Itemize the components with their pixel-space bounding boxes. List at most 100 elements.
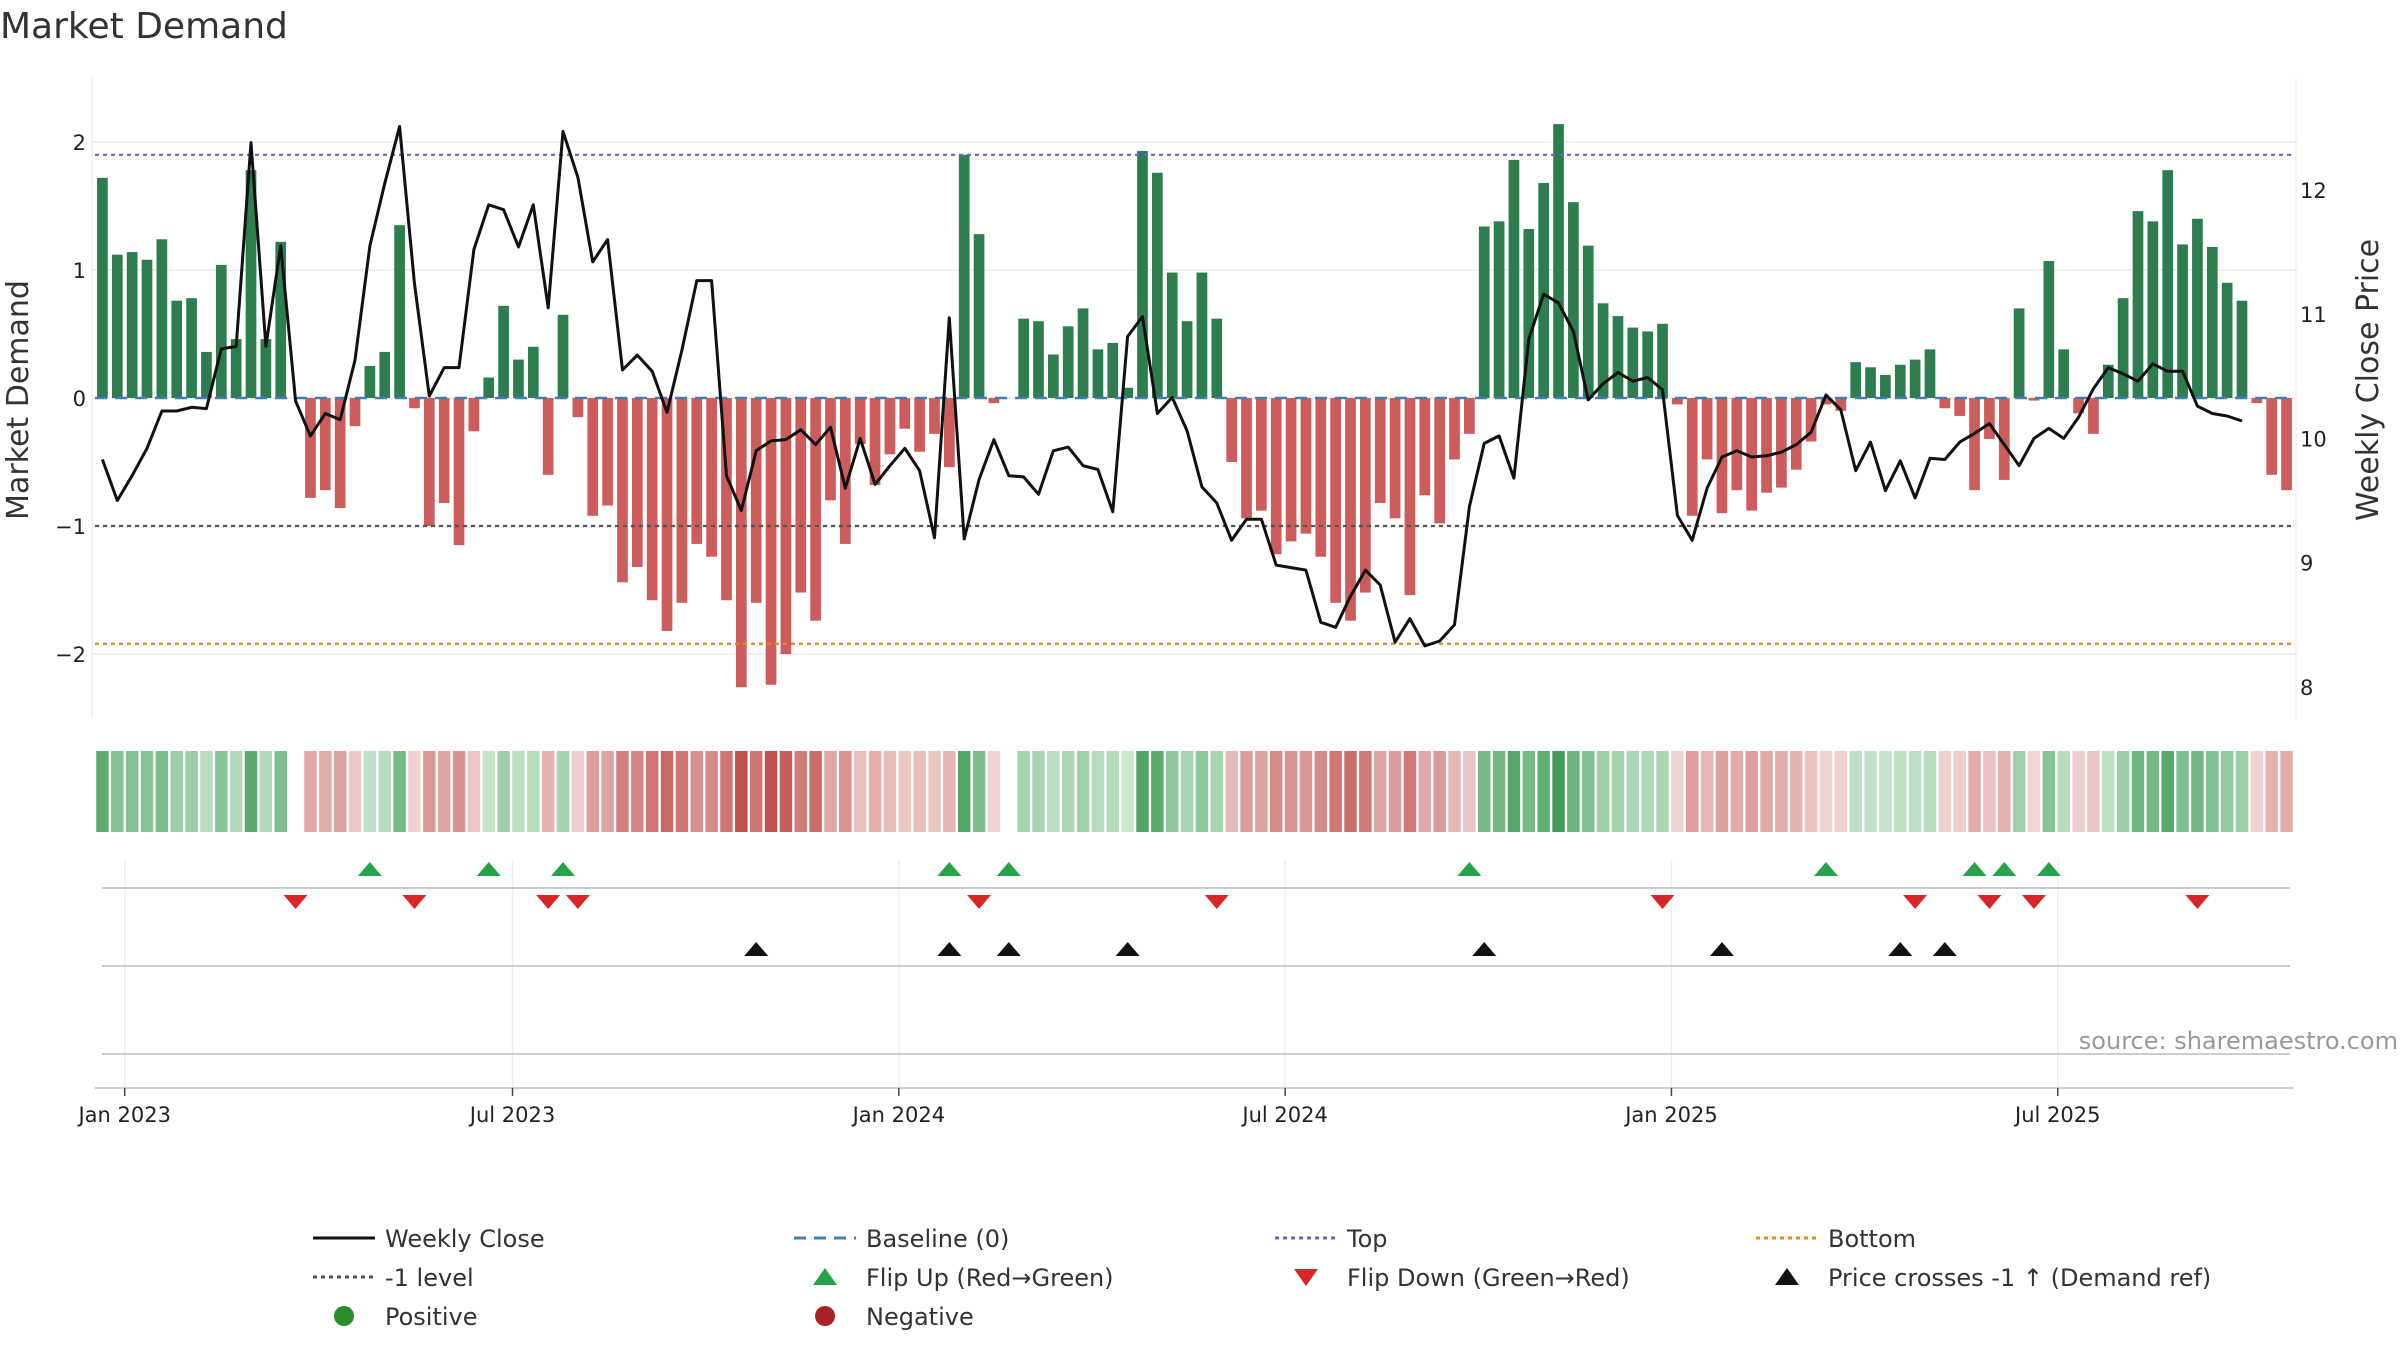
demand-bar [1211,318,1223,398]
demand-bar [2206,246,2218,398]
demand-bar [527,346,539,398]
price-cross-marker [996,942,1021,956]
strip-cell [2220,751,2234,832]
flip-down-marker [1204,895,1229,909]
legend-label: Baseline (0) [866,1225,1009,1253]
demand-bar [201,351,212,398]
x-tick-label: Jul 2024 [1240,1103,1327,1127]
strip-cell [2116,751,2130,832]
strip-cell [1032,751,1045,832]
source-note: source: sharemaestro.com [2079,1027,2398,1055]
demand-bar [1612,316,1624,398]
demand-bar [1701,398,1713,460]
strip-cell [140,751,154,832]
demand-bars [97,124,2292,688]
strip-cell [200,751,213,832]
demand-bar [468,398,480,432]
strip-cell [2161,751,2174,832]
y2-axis-ticks: 12 11 10 9 8 [2300,179,2327,700]
demand-bar [1077,308,1089,398]
demand-bar [988,398,1000,404]
demand-bar [2073,398,2084,414]
demand-bar [453,398,465,546]
price-cross-marker [1888,942,1913,956]
strip-cell [1567,751,1580,832]
strip-cell [1775,751,1788,832]
strip-cell [1106,751,1120,832]
legend: Weekly Close Baseline (0) Top Bottom -1 leve… [313,1225,2211,1331]
demand-bar [1122,387,1133,398]
demand-bar [1404,398,1416,596]
demand-bar [572,398,584,418]
demand-bar [1107,342,1119,398]
demand-bar [319,398,331,491]
strip-cell [2012,751,2026,832]
strip-cell [111,751,124,832]
strip-cell [1537,751,1550,832]
strip-cell [1686,751,1699,832]
strip-cell [1834,751,1848,832]
demand-bar [899,398,911,429]
strip-cell [1894,751,1907,832]
strip-cell [1626,751,1640,832]
strip-cell [809,751,822,832]
demand-bar [2043,261,2055,398]
strip-cell [482,751,495,832]
demand-bar [1181,321,1193,398]
demand-bar [1790,398,1802,470]
demand-bar [245,170,257,398]
strip-cell [720,751,733,832]
demand-bar [646,398,658,601]
legend-label: Negative [866,1303,974,1331]
strip-cell [1225,751,1238,832]
flip-up-marker [937,862,962,876]
strip-cell [408,751,421,832]
strip-cell [735,751,748,832]
strip-cell [586,751,599,832]
legend-swatch [815,1306,835,1326]
strip-cell [527,751,540,832]
y2-tick-label: 12 [2300,179,2327,203]
price-cross-marker [1115,942,1140,956]
strip-cell [1938,751,1952,832]
demand-bar [1686,398,1698,516]
demand-bar [1033,321,1044,398]
strip-cell [631,751,644,832]
demand-bar [825,398,836,501]
strip-cell [1507,751,1521,832]
demand-bar [1419,398,1431,496]
strip-cell [764,751,778,832]
demand-bar [438,398,450,503]
strip-cell [645,751,659,832]
strip-cell [2057,751,2070,832]
strip-cell [1076,751,1090,832]
demand-bar [2147,221,2159,398]
y-tick-label: 2 [73,131,86,155]
demand-bar [1553,124,1564,398]
strip-cell [1210,751,1224,832]
demand-heat-strip [96,751,2293,832]
strip-cell [1700,751,1714,832]
demand-bar [691,398,703,544]
strip-cell [1745,751,1758,832]
demand-bar [1523,229,1535,398]
flip-up-marker [996,862,1021,876]
strip-cell [660,751,674,832]
strip-cell [1908,751,1922,832]
y2-tick-label: 8 [2300,676,2313,700]
demand-bar [2266,398,2278,475]
legend-swatch [1294,1269,1318,1286]
strip-cell [1255,751,1268,832]
demand-bar [721,398,732,601]
strip-cell [185,751,198,832]
strip-cell [1463,751,1476,832]
strip-cell [1879,751,1892,832]
demand-bar [1776,398,1787,488]
y2-axis-label: Weekly Close Price [2351,239,2386,521]
strip-cell [928,751,941,832]
flip-down-marker [536,895,561,909]
demand-bar [1627,327,1639,398]
strip-cell [1790,751,1803,832]
demand-bar [215,264,227,398]
